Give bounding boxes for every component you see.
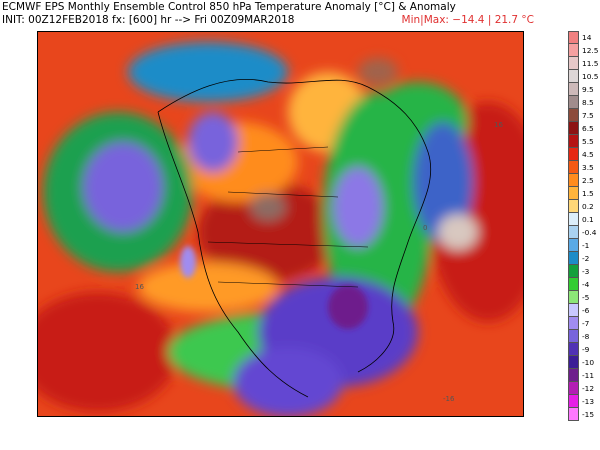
colorbar-swatch <box>568 343 579 356</box>
colorbar-swatch <box>568 148 579 161</box>
colorbar-label: -2 <box>582 254 590 263</box>
colorbar-swatch <box>568 226 579 239</box>
colorbar-label: -10 <box>582 358 595 367</box>
colorbar-label: 3.5 <box>582 163 594 172</box>
colorbar-swatch <box>568 252 579 265</box>
colorbar-label: 11.5 <box>582 59 599 68</box>
min-max-readout: Min|Max: −14.4 | 21.7 °C <box>401 14 534 26</box>
colorbar-label: 14 <box>582 33 592 42</box>
colorbar-label: 0.2 <box>582 202 594 211</box>
colorbar-swatch <box>568 330 579 343</box>
colorbar-label: -1 <box>582 241 590 250</box>
colorbar-label: 12.5 <box>582 46 599 55</box>
colorbar-label: -13 <box>582 397 595 406</box>
colorbar-swatch <box>568 369 579 382</box>
colorbar-swatch <box>568 317 579 330</box>
purple-patch-rockies <box>180 246 196 278</box>
colorbar-swatch <box>568 161 579 174</box>
colorbar-swatch <box>568 135 579 148</box>
colorbar-swatch <box>568 83 579 96</box>
colorbar-label: 2.5 <box>582 176 594 185</box>
warm-core-sw <box>38 292 178 412</box>
colorbar-label: 5.5 <box>582 137 594 146</box>
coastlines <box>157 78 432 398</box>
chart-title: ECMWF EPS Monthly Ensemble Control 850 h… <box>2 1 456 13</box>
colorbar-swatch <box>568 96 579 109</box>
map-svg: 16 16 0 -16 <box>38 32 523 416</box>
coastline-north <box>157 78 432 373</box>
colorbar-label: -12 <box>582 384 595 393</box>
colorbar-swatch <box>568 31 579 44</box>
orange-belt-south <box>138 262 278 312</box>
contour-label: -16 <box>443 395 455 403</box>
anomaly-map: 16 16 0 -16 <box>37 31 524 417</box>
warm-core-plains <box>198 182 338 282</box>
contour-label: 0 <box>423 224 427 232</box>
blue-band-arctic <box>128 42 288 102</box>
header: ECMWF EPS Monthly Ensemble Control 850 h… <box>0 0 600 32</box>
anomaly-field <box>38 42 523 416</box>
colorbar-swatch <box>568 408 579 421</box>
colorbar-label: -5 <box>582 293 590 302</box>
colorbar-swatch <box>568 265 579 278</box>
colorbar: 14 12.5 11.5 10.5 9.5 8.5 7.5 6.5 5.5 4.5 3.5 2.5 1.… <box>568 31 600 423</box>
colorbar-swatch <box>568 291 579 304</box>
colorbar-label: -7 <box>582 319 590 328</box>
state-lines <box>207 146 369 288</box>
colorbar-swatch <box>568 200 579 213</box>
cold-core-west-canada <box>188 112 238 172</box>
magenta-center <box>328 285 368 329</box>
colorbar-swatch <box>568 213 579 226</box>
colorbar-swatch <box>568 187 579 200</box>
cold-details <box>180 246 368 329</box>
colorbar-swatch <box>568 278 579 291</box>
colorbar-swatch <box>568 44 579 57</box>
warm-max-atlantic <box>438 214 478 250</box>
colorbar-label: -4 <box>582 280 590 289</box>
colorbar-swatch <box>568 174 579 187</box>
colorbar-swatch <box>568 356 579 369</box>
colorbar-swatch <box>568 57 579 70</box>
coastline-west <box>157 111 309 398</box>
colorbar-label: 8.5 <box>582 98 594 107</box>
colorbar-label: -8 <box>582 332 590 341</box>
colorbar-label: 0.1 <box>582 215 594 224</box>
colorbar-label: 9.5 <box>582 85 594 94</box>
colorbar-label: -6 <box>582 306 590 315</box>
colorbar-label: 7.5 <box>582 111 594 120</box>
colorbar-swatch <box>568 382 579 395</box>
colorbar-label: -11 <box>582 371 595 380</box>
colorbar-label: 10.5 <box>582 72 599 81</box>
contour-label: 16 <box>494 121 503 129</box>
colorbar-swatch <box>568 395 579 408</box>
cold-core-hudson <box>333 167 383 247</box>
cold-core-gulf <box>233 347 343 416</box>
colorbar-swatch <box>568 239 579 252</box>
colorbar-label: 1.5 <box>582 189 594 198</box>
cold-core-pacific <box>83 142 163 232</box>
colorbar-label: -3 <box>582 267 590 276</box>
contour-label: 16 <box>135 283 144 291</box>
colorbar-label: -9 <box>582 345 590 354</box>
colorbar-swatch <box>568 70 579 83</box>
colorbar-label: 6.5 <box>582 124 594 133</box>
colorbar-label: -15 <box>582 410 595 419</box>
colorbar-swatch <box>568 304 579 317</box>
init-time: INIT: 00Z12FEB2018 fx: [600] hr --> Fri … <box>2 14 295 26</box>
warm-max-greenland <box>358 58 398 86</box>
colorbar-label: -0.4 <box>582 228 597 237</box>
colorbar-label: 4.5 <box>582 150 594 159</box>
colorbar-swatch <box>568 122 579 135</box>
colorbar-swatch <box>568 109 579 122</box>
warm-max-plains <box>250 193 286 221</box>
